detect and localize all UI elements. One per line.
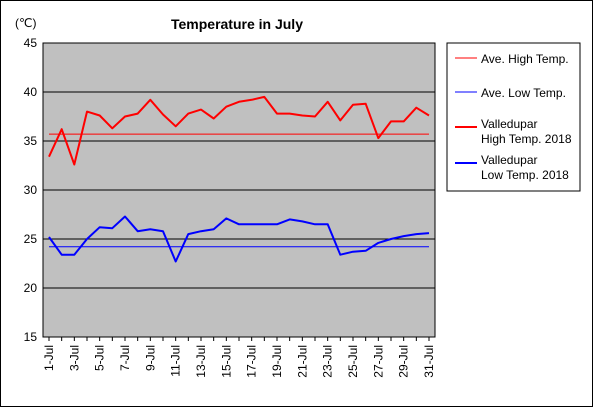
x-tick-label: 21-Jul <box>295 345 309 378</box>
x-tick-label: 29-Jul <box>397 345 411 378</box>
y-tick-label: 45 <box>24 36 38 50</box>
x-tick-label: 31-Jul <box>422 345 436 378</box>
legend-box <box>446 42 581 192</box>
x-tick-label: 17-Jul <box>245 345 259 378</box>
y-axis: 15 20 25 30 35 40 45 <box>24 36 38 344</box>
x-tick-label: 7-Jul <box>118 345 132 371</box>
legend-label: Ave. Low Temp. <box>481 86 566 100</box>
y-tick-label: 20 <box>24 281 38 295</box>
legend-label: Valledupar High Temp. 2018 <box>481 117 572 146</box>
x-tick-label: 9-Jul <box>143 345 157 371</box>
x-tick-label: 19-Jul <box>270 345 284 378</box>
legend-label: Valledupar Low Temp. 2018 <box>481 153 569 182</box>
x-tick-label: 11-Jul <box>169 345 183 377</box>
x-tick-label: 3-Jul <box>67 345 81 371</box>
y-tick-label: 25 <box>24 232 38 246</box>
y-tick-label: 15 <box>24 330 38 344</box>
series-layer <box>48 95 430 263</box>
y-tick-label: 30 <box>24 183 38 197</box>
y-tick-label: 35 <box>24 134 38 148</box>
x-tick-label: 25-Jul <box>346 345 360 378</box>
x-axis: 1-Jul 3-Jul 5-Jul 7-Jul 9-Jul 11-Jul 13-Jul 15-… <box>42 337 436 378</box>
y-unit-label: (℃) <box>15 16 36 30</box>
chart-title: Temperature in July <box>171 16 303 32</box>
grid-lines <box>43 91 435 289</box>
x-tick-label: 5-Jul <box>93 345 107 371</box>
x-tick-label: 15-Jul <box>219 345 233 378</box>
series-line-3 <box>48 215 430 263</box>
legend: Ave. High Temp. Ave. Low Temp. Valledupar H… <box>446 42 581 192</box>
y-tick-label: 40 <box>24 85 38 99</box>
series-line-2 <box>48 95 430 166</box>
legend-label: Ave. High Temp. <box>481 52 569 66</box>
x-tick-label: 23-Jul <box>321 345 335 378</box>
x-tick-label: 1-Jul <box>42 345 56 371</box>
x-tick-label: 27-Jul <box>371 345 385 378</box>
x-tick-label: 13-Jul <box>194 345 208 378</box>
